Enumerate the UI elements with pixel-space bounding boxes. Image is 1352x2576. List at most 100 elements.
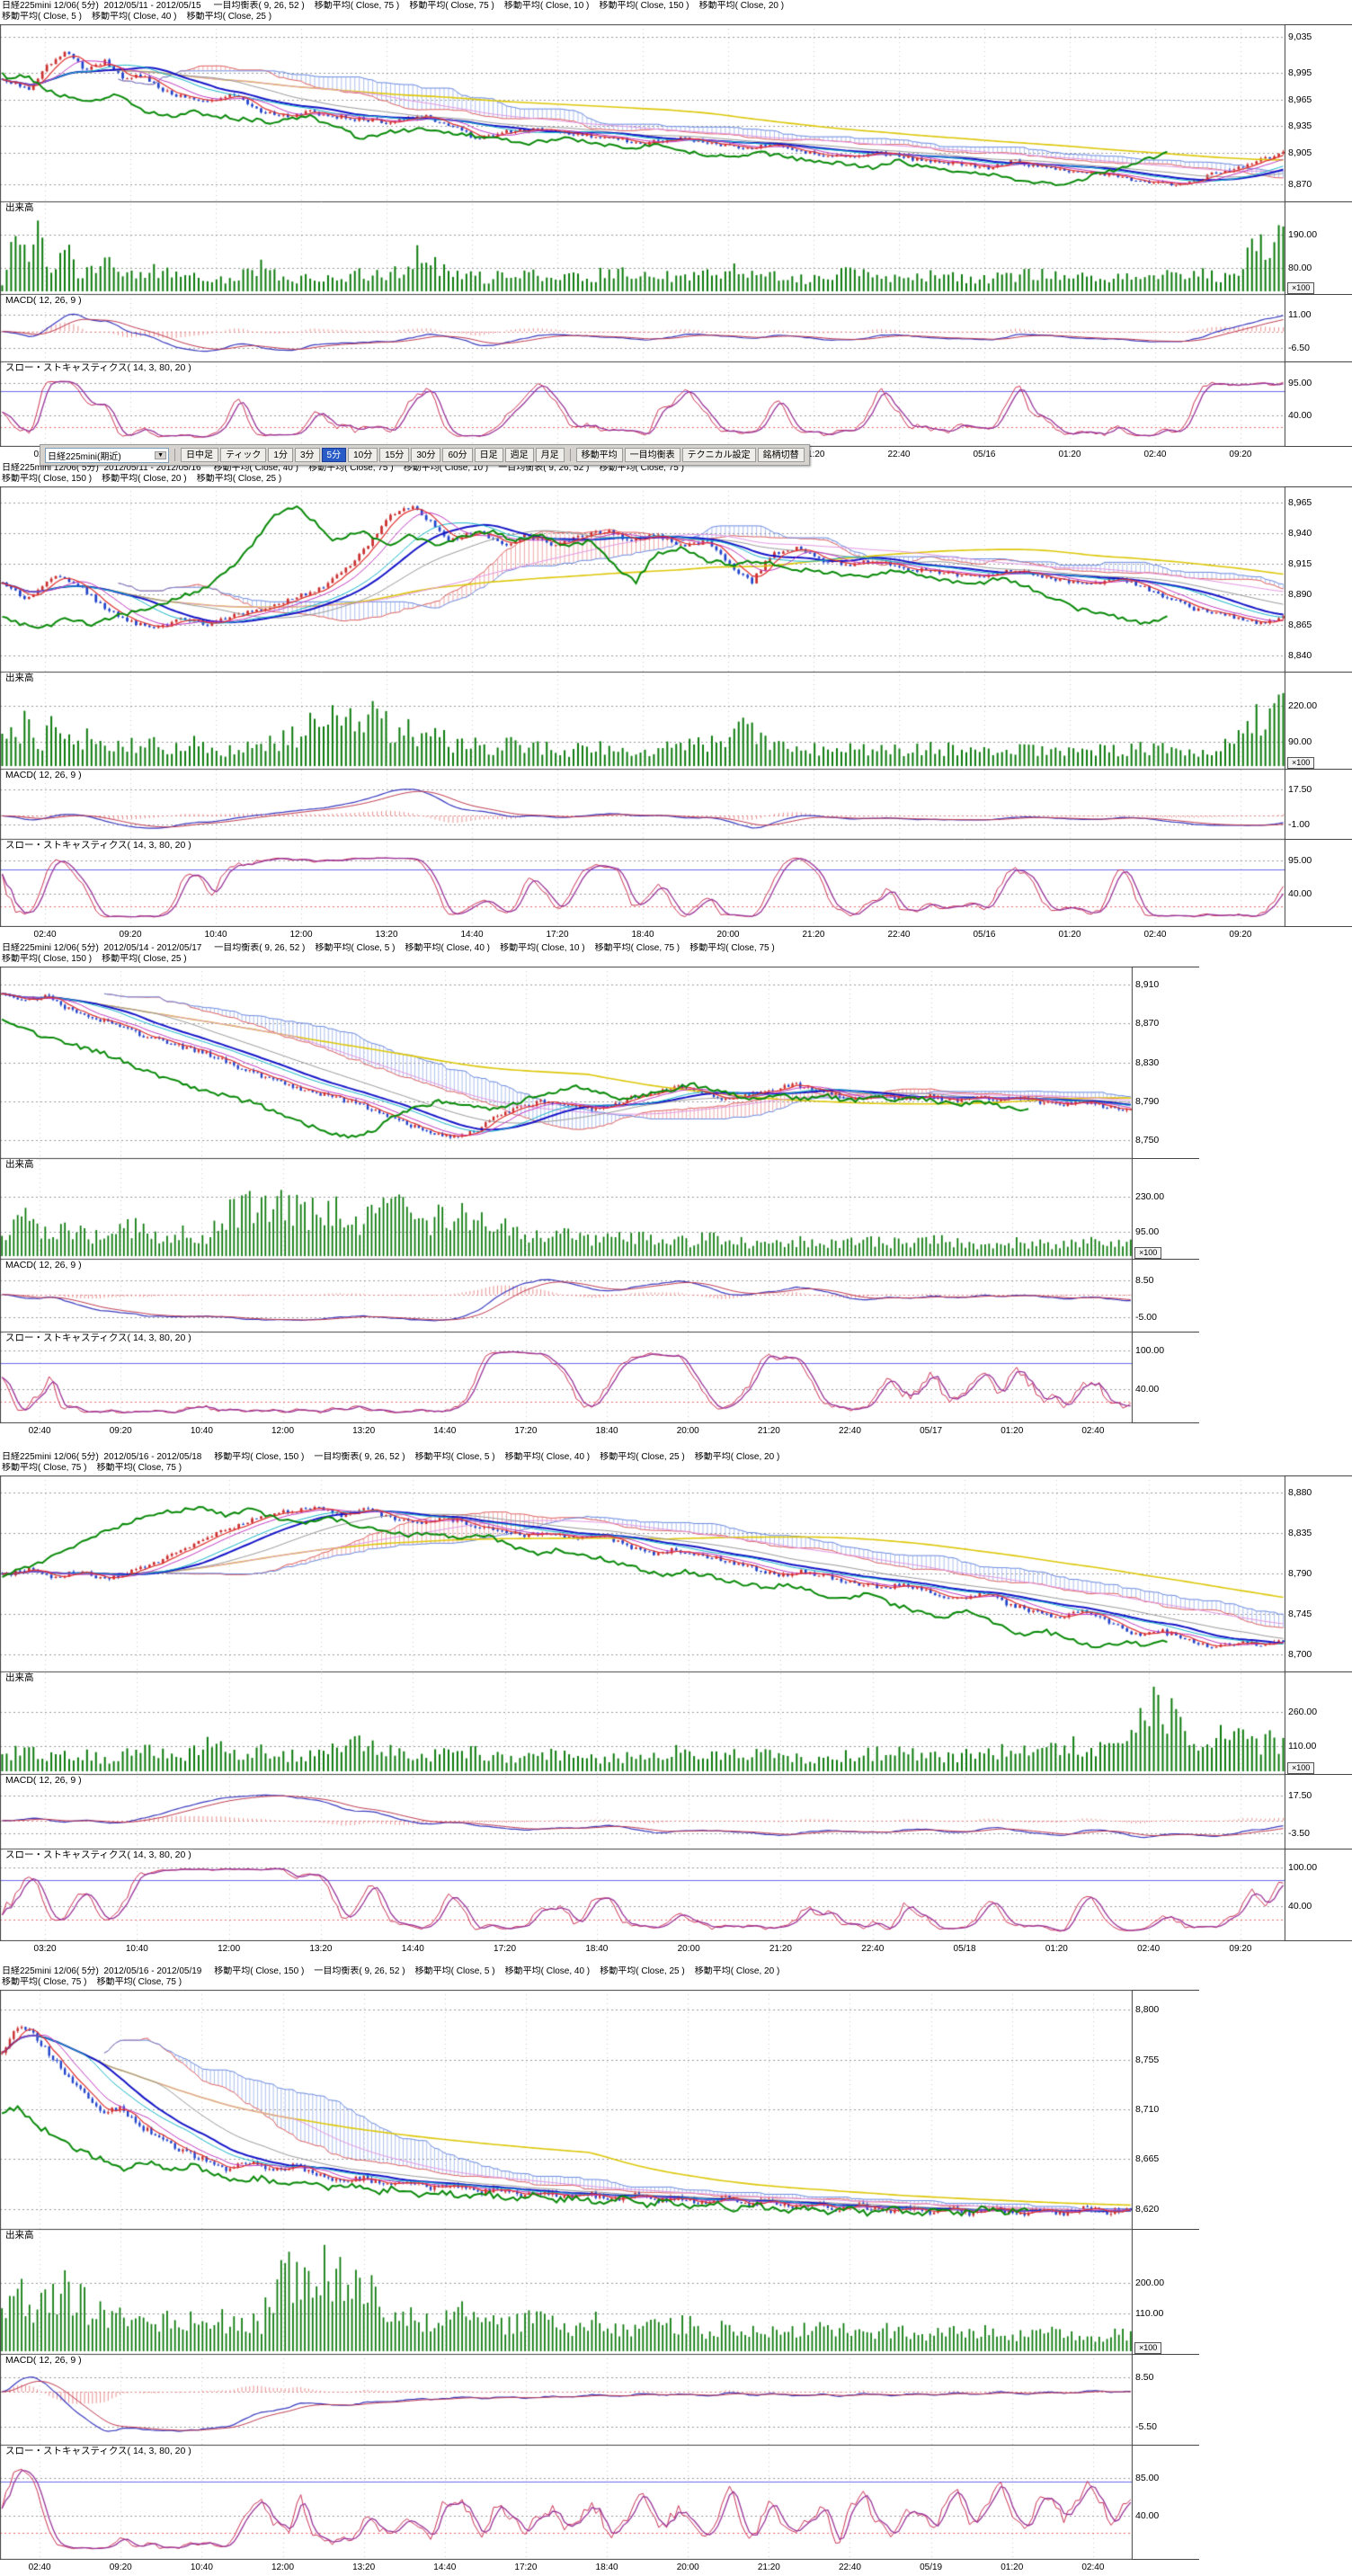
- period-button-1[interactable]: 日中足: [181, 448, 218, 462]
- stoch-section-label: スロー・ストキャスティクス( 14, 3, 80, 20 ): [4, 362, 193, 373]
- period-button-10[interactable]: 日足: [474, 448, 503, 462]
- section-divider: [1133, 1422, 1199, 1423]
- stoch-section-label: スロー・ストキャスティクス( 14, 3, 80, 20 ): [4, 840, 193, 851]
- period-button-4[interactable]: 3分: [294, 448, 320, 462]
- price-chart-canvas[interactable]: [0, 486, 1285, 927]
- stoch-tick-label: 40.00: [1288, 888, 1312, 900]
- period-button-group: 日中足 ティック 1分 3分 5分 10分 15分 30分 60分 日足 週足 月足: [181, 448, 565, 462]
- period-button-12[interactable]: 月足: [535, 448, 565, 462]
- stoch-tick-label: 40.00: [1288, 1901, 1312, 1912]
- price-tick-label: 8,905: [1288, 147, 1312, 159]
- price-chart-canvas[interactable]: [0, 1990, 1133, 2560]
- price-chart-canvas[interactable]: [0, 24, 1285, 447]
- time-tick-label: 20:00: [676, 1426, 699, 1436]
- volume-tick-label: 110.00: [1135, 2308, 1164, 2320]
- time-tick-label: 02:40: [1143, 930, 1167, 940]
- plot-area: 8,965 8,940 8,915 8,890 8,865 8,840 220.00 90.0…: [0, 486, 1352, 927]
- period-button-8[interactable]: 30分: [411, 448, 441, 462]
- time-tick-label: 12:00: [271, 2563, 295, 2572]
- panel-legend: 移動平均( Close, 5 ) 移動平均( Close, 40 ) 移動平均(…: [2, 12, 272, 22]
- action-button-2[interactable]: 一目均衡表: [624, 448, 680, 462]
- time-tick-label: 17:20: [514, 2563, 538, 2572]
- plot-area: 9,035 8,995 8,965 8,935 8,905 8,870 190.00 80.0…: [0, 24, 1352, 447]
- section-divider: [1285, 1774, 1352, 1775]
- action-button-4[interactable]: 銘柄切替: [757, 448, 805, 462]
- multiplier-badge: ×100: [1287, 1762, 1315, 1774]
- period-button-11[interactable]: 週足: [504, 448, 534, 462]
- price-tick-label: 8,965: [1288, 496, 1312, 508]
- panel-title: 日経225mini 12/06( 5分) 2012/05/16 - 2012/0…: [2, 1452, 780, 1462]
- volume-section-label: 出来高: [4, 1672, 36, 1683]
- section-divider: [1133, 2354, 1199, 2355]
- chart-panel-5: 日経225mini 12/06( 5分) 2012/05/16 - 2012/0…: [0, 1965, 1352, 2575]
- price-tick-label: 8,940: [1288, 527, 1312, 539]
- period-button-7[interactable]: 15分: [379, 448, 410, 462]
- price-tick-label: 8,620: [1135, 2203, 1160, 2215]
- section-divider: [1285, 839, 1352, 840]
- chart-panel-4: 日経225mini 12/06( 5分) 2012/05/16 - 2012/0…: [0, 1451, 1352, 1957]
- price-axis: 8,800 8,755 8,710 8,665 8,620 200.00 110.00 8.5…: [1133, 1990, 1199, 2560]
- price-chart-canvas[interactable]: [0, 1475, 1285, 1941]
- time-axis: 03:20 10:40 12:00 13:20 14:40 17:20 18:40 20:00…: [0, 1941, 1285, 1957]
- volume-tick-label: 200.00: [1135, 2277, 1165, 2288]
- macd-section-label: MACD( 12, 26, 9 ): [4, 1775, 84, 1786]
- time-tick-label: 05/16: [973, 450, 996, 459]
- time-tick-label: 02:40: [1081, 2563, 1105, 2572]
- period-button-9[interactable]: 60分: [442, 448, 473, 462]
- plot-area: 8,910 8,870 8,830 8,790 8,750 230.00 95.00 8.50…: [0, 967, 1352, 1423]
- time-tick-label: 13:20: [352, 1426, 376, 1436]
- time-tick-label: 21:20: [802, 930, 825, 940]
- action-button-1[interactable]: 移動平均: [575, 448, 623, 462]
- time-tick-label: 09:20: [1229, 1944, 1252, 1954]
- stoch-section-label: スロー・ストキャスティクス( 14, 3, 80, 20 ): [4, 1333, 193, 1343]
- price-chart-canvas[interactable]: [0, 967, 1133, 1423]
- price-tick-label: 8,835: [1288, 1528, 1312, 1538]
- time-tick-label: 20:00: [716, 930, 740, 940]
- price-tick-label: 8,665: [1135, 2153, 1160, 2165]
- section-divider: [1285, 1940, 1352, 1941]
- price-tick-label: 8,750: [1135, 1134, 1160, 1145]
- price-tick-label: 8,840: [1288, 650, 1312, 662]
- time-tick-label: 09:20: [119, 930, 142, 940]
- stoch-tick-label: 85.00: [1135, 2472, 1160, 2483]
- period-button-2[interactable]: ティック: [220, 448, 267, 462]
- price-tick-label: 8,865: [1288, 619, 1312, 631]
- multiplier-badge: ×100: [1134, 2342, 1162, 2354]
- stoch-section-label: スロー・ストキャスティクス( 14, 3, 80, 20 ): [4, 2446, 193, 2456]
- period-button-6[interactable]: 10分: [348, 448, 378, 462]
- volume-tick-label: 190.00: [1288, 229, 1318, 241]
- section-divider: [1133, 2559, 1199, 2560]
- price-tick-label: 8,790: [1135, 1095, 1160, 1107]
- time-tick-label: 14:40: [460, 930, 484, 940]
- action-button-group: 移動平均 一目均衡表 テクニカル設定 銘柄切替: [575, 448, 805, 462]
- time-tick-label: 14:40: [401, 1944, 424, 1954]
- stoch-tick-label: 40.00: [1288, 409, 1312, 421]
- period-button-3[interactable]: 1分: [268, 448, 293, 462]
- time-tick-label: 17:20: [514, 1426, 538, 1436]
- panel-legend: 移動平均( Close, 75 ) 移動平均( Close, 75 ): [2, 1977, 182, 1987]
- time-tick-label: 02:40: [1137, 1944, 1161, 1954]
- price-tick-label: 8,755: [1135, 2054, 1160, 2065]
- volume-tick-label: 230.00: [1135, 1190, 1165, 1202]
- price-axis: 8,910 8,870 8,830 8,790 8,750 230.00 95.00 8.50…: [1133, 967, 1199, 1423]
- macd-tick-label: 8.50: [1135, 1274, 1154, 1286]
- chart-panel-2: 日経225mini 12/06( 5分) 2012/05/11 - 2012/0…: [0, 462, 1352, 942]
- period-button-5[interactable]: 5分: [321, 448, 347, 462]
- chart-panel-1: 日経225mini 12/06( 5分) 2012/05/11 - 2012/0…: [0, 0, 1352, 462]
- panel-header: 日経225mini 12/06( 5分) 2012/05/11 - 2012/0…: [0, 0, 1352, 24]
- time-tick-label: 14:40: [433, 2563, 457, 2572]
- time-tick-label: 17:20: [494, 1944, 517, 1954]
- volume-tick-label: 80.00: [1288, 262, 1312, 273]
- time-tick-label: 10:40: [125, 1944, 148, 1954]
- macd-tick-label: -1.00: [1288, 819, 1310, 831]
- section-divider: [1285, 1849, 1352, 1850]
- time-tick-label: 10:40: [204, 930, 227, 940]
- toolbar: 日経225mini(期近) ▼ 日中足 ティック 1分 3分 5分 10分 15分 30分 60…: [40, 444, 810, 466]
- time-tick-label: 02:40: [33, 930, 57, 940]
- panel-title: 日経225mini 12/06( 5分) 2012/05/16 - 2012/0…: [2, 1966, 780, 1976]
- volume-section-label: 出来高: [4, 202, 36, 213]
- time-tick-label: 17:20: [546, 930, 569, 940]
- action-button-3[interactable]: テクニカル設定: [681, 448, 756, 462]
- instrument-combo[interactable]: 日経225mini(期近) ▼: [45, 447, 169, 463]
- section-divider: [1285, 201, 1352, 202]
